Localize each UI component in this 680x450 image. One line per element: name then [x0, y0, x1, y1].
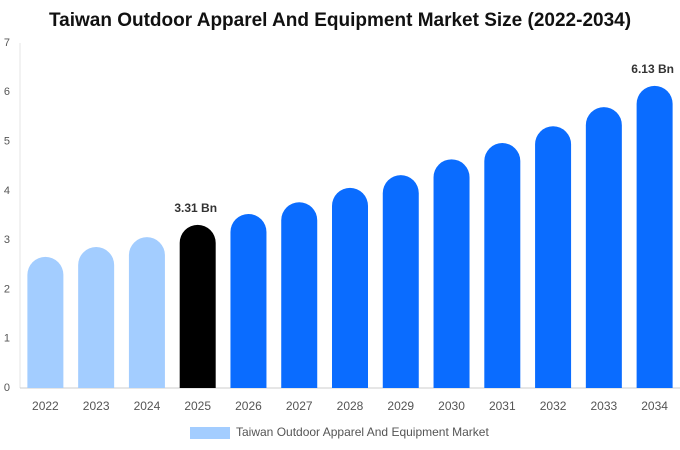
y-tick-label: 3 — [4, 234, 10, 246]
x-tick-label: 2032 — [540, 399, 567, 413]
y-tick-label: 2 — [4, 283, 10, 295]
x-tick-label: 2025 — [184, 399, 211, 413]
y-tick-label: 7 — [4, 37, 10, 49]
bar — [433, 159, 470, 388]
y-tick-label: 6 — [4, 86, 10, 98]
x-tick-label: 2026 — [235, 399, 262, 413]
bar — [585, 107, 622, 389]
x-tick-label: 2027 — [286, 399, 313, 413]
x-tick-label: 2028 — [337, 399, 364, 413]
bar — [179, 224, 216, 388]
x-tick-label: 2023 — [83, 399, 110, 413]
bar — [281, 202, 318, 388]
legend-label: Taiwan Outdoor Apparel And Equipment Mar… — [236, 425, 489, 439]
x-tick-label: 2031 — [489, 399, 516, 413]
legend-swatch — [190, 427, 230, 439]
bar — [332, 187, 368, 388]
value-label: 3.31 Bn — [174, 201, 217, 215]
bar — [636, 85, 673, 388]
x-tick-label: 2022 — [32, 399, 59, 413]
x-tick-label: 2033 — [590, 399, 617, 413]
x-tick-label: 2034 — [641, 399, 668, 413]
y-tick-label: 5 — [4, 135, 10, 147]
chart-title: Taiwan Outdoor Apparel And Equipment Mar… — [49, 10, 631, 31]
bar — [78, 247, 115, 388]
bar — [382, 175, 419, 388]
x-tick-label: 2024 — [134, 399, 161, 413]
bar — [484, 143, 521, 388]
y-tick-label: 4 — [4, 185, 10, 197]
bar — [128, 237, 165, 388]
y-tick-label: 0 — [4, 382, 10, 394]
x-tick-label: 2029 — [387, 399, 414, 413]
x-tick-label: 2030 — [438, 399, 465, 413]
y-tick-label: 1 — [4, 333, 10, 345]
bar — [535, 126, 572, 388]
bar — [27, 256, 64, 388]
value-label: 6.13 Bn — [631, 62, 674, 76]
bar — [230, 214, 267, 388]
